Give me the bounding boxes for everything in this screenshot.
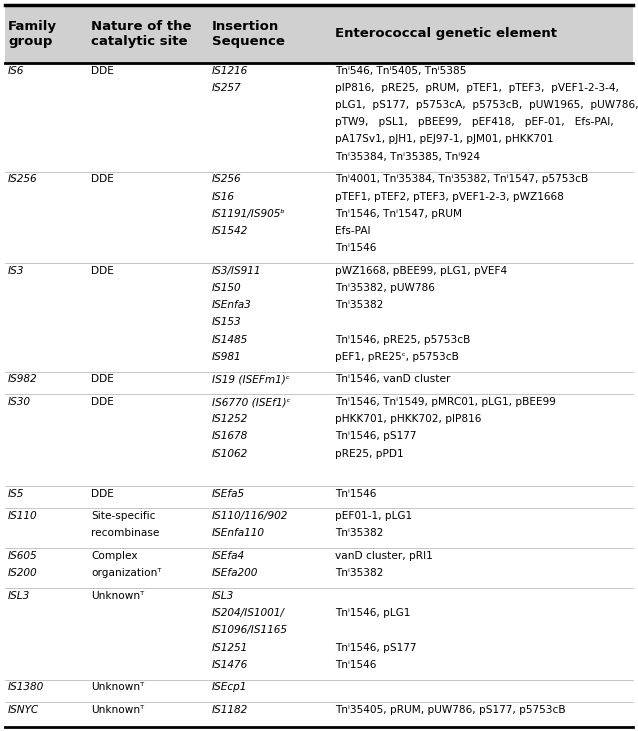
Text: IS6: IS6 [8, 66, 24, 76]
Text: Tnⁱ546, Tnⁱ5405, Tnⁱ5385: Tnⁱ546, Tnⁱ5405, Tnⁱ5385 [335, 66, 466, 76]
Text: ISEfa5: ISEfa5 [212, 488, 245, 499]
Text: DDE: DDE [91, 175, 114, 184]
Text: Unknownᵀ: Unknownᵀ [91, 705, 144, 715]
Text: Tnⁱ35382: Tnⁱ35382 [335, 300, 383, 310]
Text: IS110/116/902: IS110/116/902 [212, 511, 288, 521]
Text: ISEnfa3: ISEnfa3 [212, 300, 252, 310]
Text: ISNYC: ISNYC [8, 705, 40, 715]
Text: DDE: DDE [91, 266, 114, 276]
Text: Tnⁱ1546, pS177: Tnⁱ1546, pS177 [335, 643, 417, 653]
Text: pHKK701, pHKK702, pIP816: pHKK701, pHKK702, pIP816 [335, 414, 482, 424]
Text: Tnⁱ35384, Tnⁱ35385, Tnⁱ924: Tnⁱ35384, Tnⁱ35385, Tnⁱ924 [335, 151, 480, 162]
Text: Tnⁱ1546, vanD cluster: Tnⁱ1546, vanD cluster [335, 374, 450, 385]
Text: Tnⁱ1546, pLG1: Tnⁱ1546, pLG1 [335, 608, 410, 618]
Text: Unknownᵀ: Unknownᵀ [91, 682, 144, 692]
Text: pEF1, pRE25ᶜ, p5753cB: pEF1, pRE25ᶜ, p5753cB [335, 352, 459, 362]
Text: Tnⁱ4001, Tnⁱ35384, Tnⁱ35382, Tnⁱ1547, p5753cB: Tnⁱ4001, Tnⁱ35384, Tnⁱ35382, Tnⁱ1547, p5… [335, 175, 588, 184]
Text: Insertion
Sequence: Insertion Sequence [212, 20, 285, 48]
Text: IS982: IS982 [8, 374, 38, 385]
Text: pA17Sv1, pJH1, pEJ97-1, pJM01, pHKK701: pA17Sv1, pJH1, pEJ97-1, pJM01, pHKK701 [335, 135, 554, 145]
Text: Complex: Complex [91, 551, 138, 561]
Text: DDE: DDE [91, 66, 114, 76]
Text: IS5: IS5 [8, 488, 24, 499]
Text: organizationᵀ: organizationᵀ [91, 568, 161, 578]
Text: pIP816,  pRE25,  pRUM,  pTEF1,  pTEF3,  pVEF1-2-3-4,: pIP816, pRE25, pRUM, pTEF1, pTEF3, pVEF1… [335, 83, 619, 93]
Text: IS605: IS605 [8, 551, 38, 561]
Bar [5, 5, 633, 63]
Text: Tnⁱ1546: Tnⁱ1546 [335, 243, 376, 253]
Text: ISEfa200: ISEfa200 [212, 568, 258, 578]
Text: Tnⁱ35382: Tnⁱ35382 [335, 568, 383, 578]
Text: Tnⁱ1546, Tnⁱ1547, pRUM: Tnⁱ1546, Tnⁱ1547, pRUM [335, 209, 462, 219]
Text: IS1476: IS1476 [212, 659, 248, 670]
Text: ISEcp1: ISEcp1 [212, 682, 248, 692]
Text: IS1485: IS1485 [212, 335, 248, 344]
Text: vanD cluster, pRI1: vanD cluster, pRI1 [335, 551, 433, 561]
Text: IS3/IS911: IS3/IS911 [212, 266, 262, 276]
Text: IS3: IS3 [8, 266, 24, 276]
Text: Tnⁱ1546, Tnⁱ1549, pMRC01, pLG1, pBEE99: Tnⁱ1546, Tnⁱ1549, pMRC01, pLG1, pBEE99 [335, 397, 556, 407]
Text: pLG1,  pS177,  p5753cA,  p5753cB,  pUW1965,  pUW786,: pLG1, pS177, p5753cA, p5753cB, pUW1965, … [335, 100, 638, 110]
Text: Site-specific: Site-specific [91, 511, 156, 521]
Text: IS110: IS110 [8, 511, 38, 521]
Text: IS1380: IS1380 [8, 682, 44, 692]
Text: pTEF1, pTEF2, pTEF3, pVEF1-2-3, pWZ1668: pTEF1, pTEF2, pTEF3, pVEF1-2-3, pWZ1668 [335, 192, 564, 202]
Text: DDE: DDE [91, 488, 114, 499]
Text: Unknownᵀ: Unknownᵀ [91, 591, 144, 601]
Text: pTW9,   pSL1,   pBEE99,   pEF418,   pEF-01,   Efs-PAI,: pTW9, pSL1, pBEE99, pEF418, pEF-01, Efs-… [335, 117, 614, 127]
Text: IS981: IS981 [212, 352, 242, 362]
Text: Nature of the
catalytic site: Nature of the catalytic site [91, 20, 191, 48]
Text: IS1252: IS1252 [212, 414, 248, 424]
Text: ISL3: ISL3 [212, 591, 234, 601]
Text: IS256: IS256 [212, 175, 242, 184]
Text: recombinase: recombinase [91, 529, 160, 539]
Text: IS1251: IS1251 [212, 643, 248, 653]
Text: IS1678: IS1678 [212, 431, 248, 442]
Text: pWZ1668, pBEE99, pLG1, pVEF4: pWZ1668, pBEE99, pLG1, pVEF4 [335, 266, 507, 276]
Text: DDE: DDE [91, 397, 114, 407]
Text: IS1182: IS1182 [212, 705, 248, 715]
Text: Tnⁱ35382, pUW786: Tnⁱ35382, pUW786 [335, 283, 435, 293]
Text: Efs-PAI: Efs-PAI [335, 226, 371, 236]
Text: IS1062: IS1062 [212, 449, 248, 458]
Text: DDE: DDE [91, 374, 114, 385]
Text: IS1542: IS1542 [212, 226, 248, 236]
Text: IS6770 (ISEf1)ᶜ: IS6770 (ISEf1)ᶜ [212, 397, 290, 407]
Text: IS1191/IS905ᵇ: IS1191/IS905ᵇ [212, 209, 286, 219]
Text: ISL3: ISL3 [8, 591, 30, 601]
Text: IS16: IS16 [212, 192, 235, 202]
Text: IS256: IS256 [8, 175, 38, 184]
Text: IS150: IS150 [212, 283, 242, 293]
Text: IS30: IS30 [8, 397, 31, 407]
Text: Tnⁱ1546, pS177: Tnⁱ1546, pS177 [335, 431, 417, 442]
Text: IS200: IS200 [8, 568, 38, 578]
Text: IS19 (ISEFm1)ᶜ: IS19 (ISEFm1)ᶜ [212, 374, 290, 385]
Text: Tnⁱ35405, pRUM, pUW786, pS177, p5753cB: Tnⁱ35405, pRUM, pUW786, pS177, p5753cB [335, 705, 566, 715]
Text: IS1216: IS1216 [212, 66, 248, 76]
Text: Enterococcal genetic element: Enterococcal genetic element [335, 28, 557, 40]
Text: IS257: IS257 [212, 83, 242, 93]
Text: Family
group: Family group [8, 20, 57, 48]
Text: ISEfa4: ISEfa4 [212, 551, 245, 561]
Text: Tnⁱ1546, pRE25, p5753cB: Tnⁱ1546, pRE25, p5753cB [335, 335, 470, 344]
Text: IS1096/IS1165: IS1096/IS1165 [212, 625, 288, 635]
Text: pRE25, pPD1: pRE25, pPD1 [335, 449, 404, 458]
Text: ISEnfa110: ISEnfa110 [212, 529, 265, 539]
Text: pEF01-1, pLG1: pEF01-1, pLG1 [335, 511, 412, 521]
Text: Tnⁱ1546: Tnⁱ1546 [335, 659, 376, 670]
Text: IS153: IS153 [212, 317, 242, 327]
Text: Tnⁱ1546: Tnⁱ1546 [335, 488, 376, 499]
Text: IS204/IS1001/: IS204/IS1001/ [212, 608, 285, 618]
Text: Tnⁱ35382: Tnⁱ35382 [335, 529, 383, 539]
